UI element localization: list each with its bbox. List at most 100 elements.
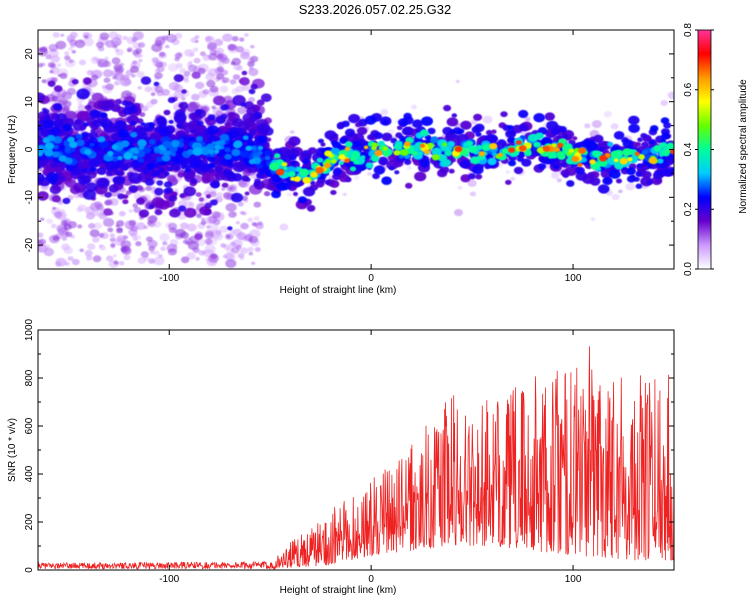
spectrogram-cell — [656, 169, 664, 176]
spectrogram-cell — [393, 150, 401, 156]
spectrogram-cell — [505, 179, 512, 185]
spectrogram-cell — [224, 252, 234, 260]
spectrogram-cell — [53, 85, 63, 92]
spectrogram-cell — [401, 126, 413, 136]
spectrogram-cell — [316, 157, 324, 163]
spectrogram-cell — [293, 191, 298, 196]
spectrogram-cell — [442, 142, 448, 147]
spectrogram-cell — [459, 156, 467, 162]
spectrogram-x-tick-label: 0 — [368, 273, 374, 284]
spectrogram-cell — [187, 149, 195, 155]
spectrogram-cell — [154, 187, 164, 196]
spectrogram-cell — [179, 68, 186, 74]
spectrogram-cell — [257, 221, 263, 226]
spectrogram-cell — [187, 241, 199, 250]
spectrogram-cell — [43, 109, 50, 115]
spectrogram-cell — [190, 178, 198, 184]
colorbar-tick-label: 0.2 — [683, 202, 694, 216]
spectrogram-cell — [394, 170, 400, 175]
spectrogram-cell — [69, 141, 78, 149]
spectrogram-cell — [437, 154, 448, 162]
spectrogram-cell — [227, 111, 236, 119]
spectrogram-cell — [192, 118, 198, 123]
spectrogram-cell — [130, 131, 138, 138]
spectrogram-cell — [186, 252, 196, 260]
spectrogram-cell — [254, 247, 261, 252]
spectrogram-cell — [475, 132, 482, 137]
spectrogram-cell — [344, 158, 350, 163]
spectrogram-cell — [365, 162, 374, 169]
spectrogram-cell — [667, 91, 674, 99]
spectrogram-cell — [168, 115, 173, 119]
spectrogram-cell — [196, 213, 202, 219]
spectrogram-cell — [83, 189, 96, 200]
spectrogram-cell — [174, 109, 186, 118]
spectrogram-cell — [169, 208, 181, 218]
spectrogram-cell — [48, 177, 58, 184]
spectrogram-cell — [232, 161, 246, 173]
spectrogram-cell — [253, 201, 262, 208]
spectrogram-cell — [196, 120, 204, 127]
spectrogram-cell — [213, 144, 221, 150]
spectrogram-cell — [163, 188, 171, 194]
spectrogram-cell — [516, 156, 525, 163]
spectrogram-cell — [542, 145, 551, 152]
spectrogram-cell — [151, 197, 165, 208]
spectrogram-cell — [166, 166, 174, 172]
spectrogram-cell — [641, 149, 649, 156]
spectrogram-cell — [155, 61, 163, 68]
spectrogram-cell — [213, 95, 226, 106]
spectrogram-cell — [341, 120, 350, 128]
spectrogram-cell — [214, 149, 220, 154]
spectrogram-cell — [558, 126, 567, 133]
spectrogram-cell — [65, 231, 73, 237]
spectrogram-cell — [507, 159, 517, 167]
spectrogram-cell — [219, 133, 230, 142]
spectrogram-cell — [344, 146, 351, 152]
spectrogram-cell — [242, 135, 249, 140]
spectrogram-cell — [263, 191, 271, 197]
spectrogram-cell — [315, 166, 324, 174]
spectrogram-cell — [62, 100, 72, 108]
spectrogram-cell — [613, 158, 619, 163]
spectrogram-cell — [52, 103, 63, 111]
colorbar-tick-label: 0.6 — [683, 82, 694, 96]
spectrogram-cell — [472, 165, 484, 175]
spectrogram-cell — [214, 38, 224, 47]
spectrogram-cell — [136, 197, 145, 205]
spectrogram-cell — [219, 145, 225, 150]
spectrogram-cell — [167, 97, 176, 104]
spectrogram-cell — [195, 257, 200, 261]
spectrogram-cell — [239, 37, 245, 42]
spectrogram-cell — [181, 256, 190, 264]
spectrogram-cell — [660, 138, 667, 144]
spectrogram-cell — [602, 176, 613, 186]
spectrogram-cell — [206, 225, 212, 229]
spectrogram-cell — [110, 238, 116, 243]
spectrogram-cell — [38, 136, 44, 145]
spectrogram-cell — [148, 122, 155, 128]
spectrogram-cell — [72, 120, 87, 131]
spectrogram-cell — [181, 89, 187, 94]
spectrogram-cell — [67, 256, 74, 261]
spectrogram-cell — [449, 129, 456, 134]
spectrogram-cell — [50, 55, 61, 63]
spectrogram-cell — [207, 42, 218, 51]
spectrogram-cell — [518, 109, 529, 119]
spectrogram-cell — [454, 209, 463, 217]
spectrogram-cell — [105, 83, 114, 91]
spectrogram-cell — [133, 206, 142, 213]
spectrogram-cell — [276, 168, 285, 176]
spectrogram-cell — [95, 41, 104, 49]
spectrogram-cell — [222, 254, 227, 259]
spectrogram-cell — [163, 181, 173, 189]
spectrogram-cell — [247, 61, 255, 67]
spectrogram-cell — [239, 211, 245, 215]
spectrogram-cell — [98, 178, 109, 187]
spectrogram-cell — [130, 147, 136, 153]
spectrogram-cell — [248, 68, 259, 77]
spectrogram-cell — [642, 170, 652, 179]
snr-y-tick-label: 800 — [24, 369, 35, 386]
spectrogram-cell — [52, 206, 56, 210]
spectrogram-cell — [382, 120, 389, 125]
